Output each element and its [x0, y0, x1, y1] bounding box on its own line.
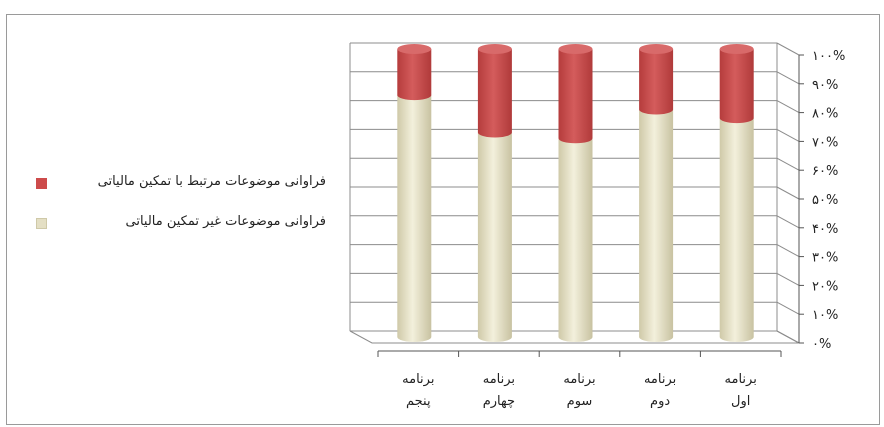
gridline-side: [776, 215, 800, 229]
x-category-label: اول: [731, 394, 750, 409]
bars: [397, 44, 754, 343]
x-category-label: پنجم: [406, 394, 431, 409]
bar-segment-non-related: [397, 90, 432, 342]
y-tick-label: ۹۰%: [812, 78, 838, 93]
bar-segment-non-related: [719, 113, 754, 343]
y-tick-label: ۵۰%: [812, 193, 838, 208]
x-category-labels: برنامه پنجم برنامه چهارم برنامه سوم برنامه دوم ب…: [402, 372, 757, 409]
y-tick-label: ۳۰%: [812, 251, 838, 266]
bar-segment-related: [558, 44, 593, 144]
y-tick-labels: ۰% ۱۰% ۲۰% ۳۰% ۴۰% ۵۰% ۶۰% ۷۰% ۸۰% ۹۰% ۱۰۰%: [812, 49, 845, 352]
gridline-side: [776, 301, 800, 315]
bar-segment-related: [719, 44, 754, 124]
y-tick-label: ۱۰۰%: [812, 49, 845, 64]
bar-segment-non-related: [558, 133, 593, 342]
y-tick-label: ۱۰%: [812, 308, 838, 323]
gridline-side: [776, 157, 800, 171]
y-tick-label: ۷۰%: [812, 135, 838, 150]
bar-segment-related: [477, 44, 512, 138]
bar-segment-non-related: [639, 104, 674, 342]
legend-item-related: فراوانی موضوعات مرتبط با تمکین مالیاتی: [36, 172, 326, 192]
axes: [377, 54, 804, 357]
x-category-label: دوم: [650, 394, 670, 409]
legend-swatch-related: [36, 178, 47, 189]
legend-label-non-related: فراوانی موضوعات غیر تمکین مالیاتی: [125, 214, 326, 229]
x-category-label: برنامه: [644, 372, 676, 387]
legend-swatch-non-related: [36, 218, 47, 229]
gridline-side: [776, 186, 800, 200]
x-category-label: برنامه: [725, 372, 757, 387]
x-category-label: برنامه: [483, 372, 515, 387]
bar-segment-related: [639, 44, 674, 115]
legend-label-related: فراوانی موضوعات مرتبط با تمکین مالیاتی: [97, 174, 326, 189]
gridline-side: [776, 244, 800, 258]
legend: فراوانی موضوعات مرتبط با تمکین مالیاتی ف…: [36, 172, 326, 252]
y-tick-label: ۲۰%: [812, 279, 838, 294]
x-category-label: برنامه: [563, 372, 595, 387]
y-tick-label: ۰%: [812, 337, 831, 352]
y-tick-label: ۶۰%: [812, 164, 838, 179]
gridline-side: [776, 71, 800, 85]
x-category-label: سوم: [567, 394, 593, 409]
gridline-side: [776, 272, 800, 286]
y-tick-label: ۸۰%: [812, 107, 838, 122]
bar-segment-related: [397, 44, 432, 101]
bar-segment-non-related: [477, 127, 512, 342]
y-tick-label: ۴۰%: [812, 222, 838, 237]
legend-item-non-related: فراوانی موضوعات غیر تمکین مالیاتی: [36, 212, 326, 232]
x-category-label: برنامه: [402, 372, 434, 387]
x-category-label: چهارم: [483, 394, 515, 409]
gridline-side: [776, 42, 800, 56]
gridline-side: [776, 128, 800, 142]
gridline-side: [776, 100, 800, 114]
